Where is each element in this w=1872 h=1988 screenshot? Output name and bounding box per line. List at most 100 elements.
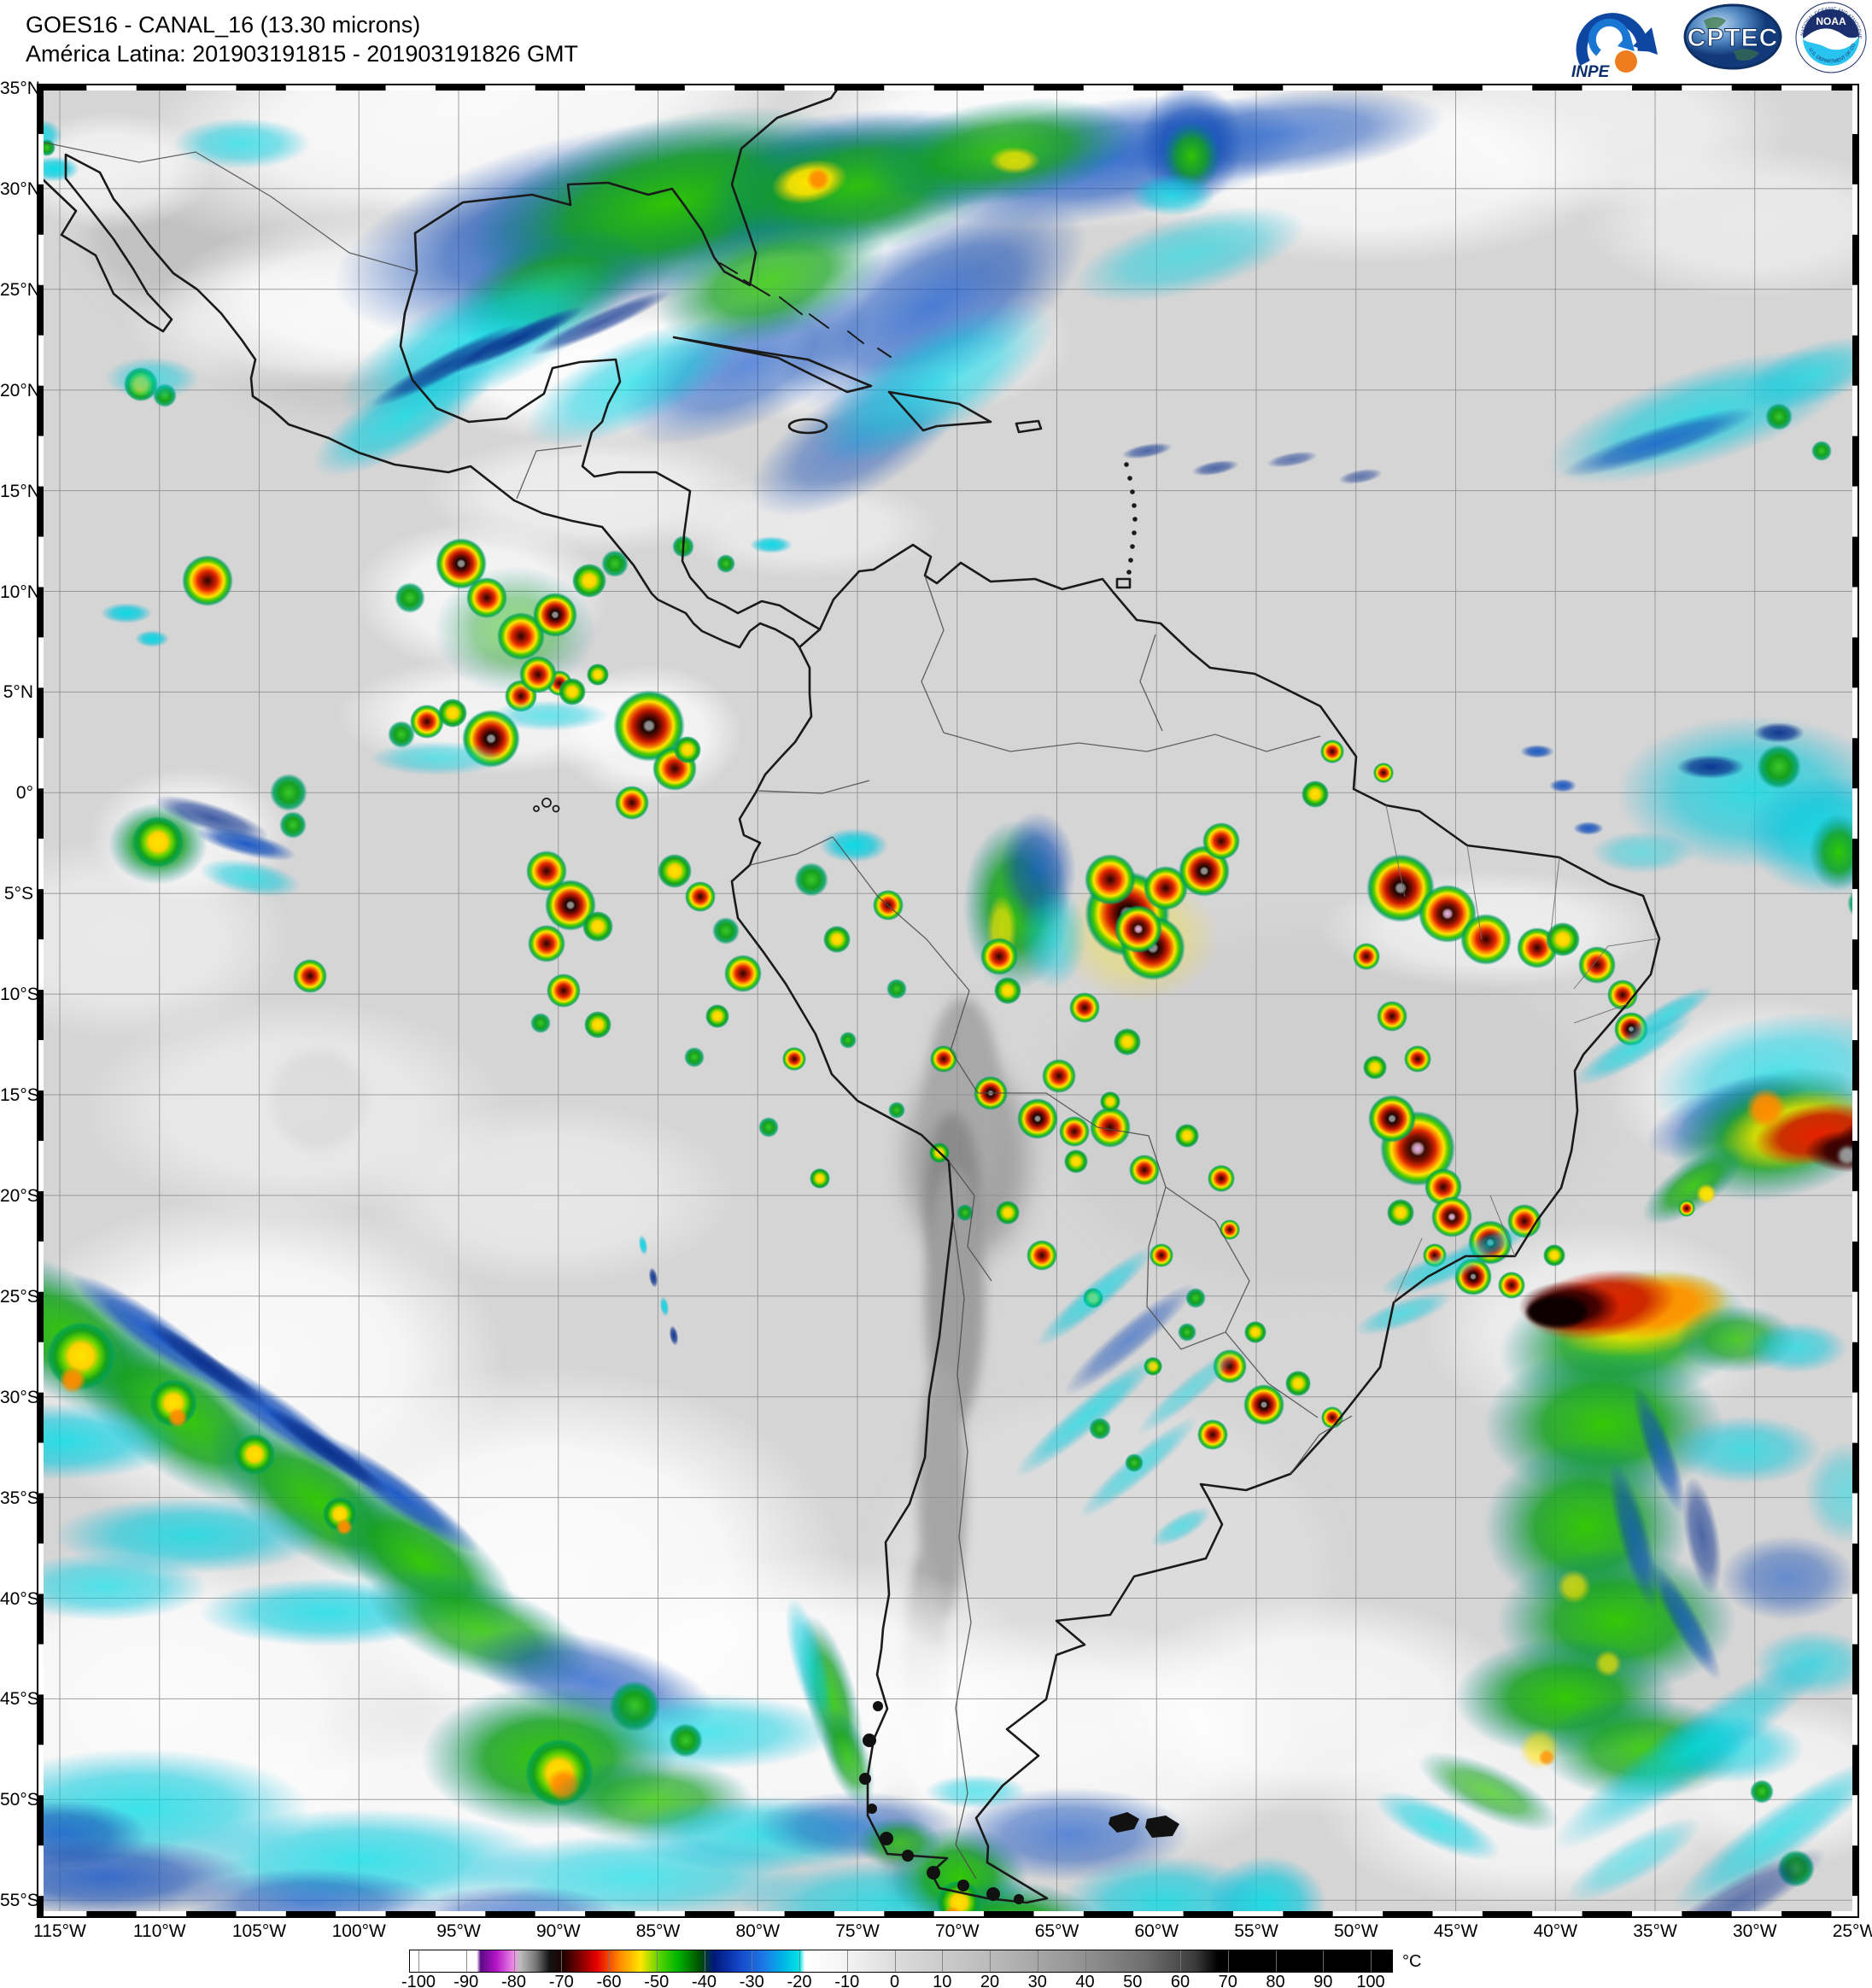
colorbar-tick [513,1950,515,1972]
colorbar-tick-label: -100 [401,1973,436,1988]
lon-tick-label: 70°W [934,1921,980,1941]
colorbar-tick [799,1950,800,1972]
lon-tick-label: 105°W [231,1921,287,1941]
colorbar-tick-label: -40 [692,1973,717,1988]
lat-tick-label: 10°N [0,582,40,602]
lat-tick-label: 5°N [3,682,33,703]
coast-north-america [399,84,843,631]
lat-tick-label: 15°S [0,1085,39,1105]
colorbar-tick-label: 90 [1313,1973,1333,1988]
amazon-convection-field [526,690,1240,1308]
noaa-gull-icon [1803,28,1859,50]
lat-tick-label: 5°S [3,884,33,904]
noaa-logo-icon: NOAA NATIONAL OCEANIC AND ATMOSPHERIC AD… [1795,2,1867,73]
lat-tick-label: 55°S [0,1891,39,1911]
lon-tick-label: 45°W [1433,1921,1478,1941]
lat-tick-label: 50°S [0,1790,39,1810]
coast-falklands [1109,1812,1179,1838]
lon-tick-label: 25°W [1832,1921,1872,1941]
colorbar-tick-label: -80 [501,1973,526,1988]
lat-tick-label: 25°S [0,1286,39,1307]
colorbar-tick [990,1950,991,1972]
colorbar-tick-label: 100 [1356,1973,1385,1988]
colorbar-tick-label: -10 [834,1973,860,1988]
coast-pacific-mexico [37,150,801,649]
map-frame [37,84,1859,1918]
tropical-atlantic-cluster [1121,84,1859,485]
cptec-logo-text: CPTEC [1688,24,1779,52]
map-border [37,84,1859,1918]
colorbar-tick [1132,1950,1134,1972]
atlantic-cyan-field [1520,716,1859,921]
political-borders [37,140,1660,1880]
lat-tick-label: 35°N [0,79,40,98]
colorbar-tick [894,1950,896,1972]
colorbar-tick-label: 40 [1075,1973,1095,1988]
right-edge-storm-band [1574,986,1859,1225]
lat-tick-label: 45°S [0,1689,39,1710]
colorbar-tick [1371,1950,1372,1972]
colorbar-tick [609,1950,610,1972]
coast-south-america [730,543,1661,1904]
lat-tick-label: 20°S [0,1185,39,1206]
lon-tick-label: 95°W [436,1921,481,1941]
colorbar-tick-label: -30 [739,1973,764,1988]
lat-tick-label: 10°S [0,985,39,1005]
colorbar-tick-label: 30 [1027,1973,1047,1988]
lon-tick-label: 75°W [835,1921,880,1941]
coast-bahamas [719,262,892,358]
lon-tick-label: 100°W [331,1921,386,1941]
colorbar-tick-label: -20 [787,1973,812,1988]
lon-tick-label: 50°W [1333,1921,1378,1941]
colorbar-tick-label: -90 [453,1973,479,1988]
colorbar-tick [1323,1950,1325,1972]
lon-tick-label: 60°W [1134,1921,1179,1941]
enhanced-cloud-layer [37,84,1859,1918]
lat-tick-label: 40°S [0,1588,39,1609]
coast-puerto-rico [1015,419,1043,434]
colorbar-tick [465,1950,467,1972]
colorbar-tick [1180,1950,1181,1972]
lat-tick-label: 20°N [0,380,40,401]
lon-tick-label: 30°W [1732,1921,1777,1941]
colorbar-unit-label: °C [1402,1952,1422,1971]
colorbar-tick-label: 70 [1218,1973,1237,1988]
coast-galapagos [533,798,560,813]
colombia-panama-cluster [395,535,793,705]
satellite-map-image [37,84,1859,1918]
lon-tick-label: 65°W [1034,1921,1079,1941]
colorbar-tick-label: -60 [596,1973,622,1988]
colorbar-tick [418,1950,419,1972]
colorbar-tick-label: 0 [889,1973,900,1988]
coast-hispaniola [887,390,992,432]
lat-tick-label: 0° [15,783,33,804]
lon-tick-label: 85°W [635,1921,681,1941]
inpe-logo-text: INPE [1571,63,1611,80]
colorbar-tick [942,1950,944,1972]
lat-tick-label: 30°S [0,1387,39,1407]
lat-tick-label: 30°N [0,178,40,199]
coast-jamaica [787,418,828,435]
temperature-colorbar [409,1950,1393,1973]
colorbar-tick-label: 60 [1170,1973,1190,1988]
lon-tick-label: 40°W [1533,1921,1578,1941]
lon-tick-label: 35°W [1633,1921,1677,1941]
lon-tick-label: 110°W [132,1921,186,1941]
lat-tick-label: 35°S [0,1488,39,1508]
coast-trinidad [1115,577,1132,589]
colorbar-tick-label: 20 [980,1973,1000,1988]
southern-ocean-cloud-field [37,1235,1859,1918]
south-atlantic-cyclone [1354,1226,1859,1861]
colorbar-tick [1085,1950,1086,1972]
coast-cuba [672,336,873,394]
agency-logos: INPE CPTEC NOAA NATIONAL OCEANIC AND ATM… [1570,2,1867,80]
colorbar-tick-label: 80 [1266,1973,1285,1988]
lat-tick-label: 15°N [0,481,40,501]
cptec-logo-icon: CPTEC [1683,3,1782,70]
product-title: GOES16 - CANAL_16 (13.30 microns) Améric… [26,10,578,68]
noaa-logo-text: NOAA [1816,15,1846,27]
colorbar-tick-label: 50 [1123,1973,1143,1988]
colorbar-tick [846,1950,848,1972]
colorbar-tick-label: 10 [933,1973,952,1988]
lon-tick-label: 55°W [1234,1921,1278,1941]
